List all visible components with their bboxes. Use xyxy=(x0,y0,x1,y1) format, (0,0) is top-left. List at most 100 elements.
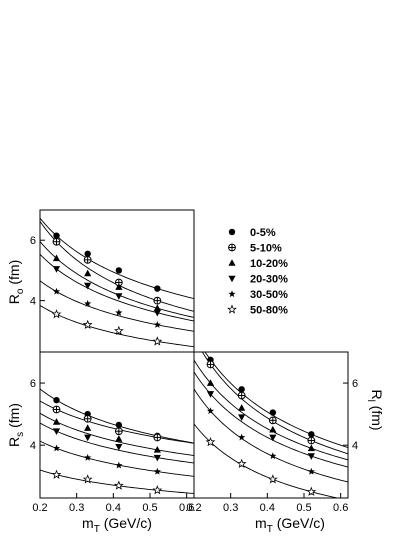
y-tick-label: 6 xyxy=(30,235,36,247)
rs-point-1-1 xyxy=(83,414,92,423)
rl-point-2-1 xyxy=(238,404,246,411)
x-tick-label: 0.6 xyxy=(333,502,348,514)
ro-point-1-1 xyxy=(83,255,92,264)
ro-point-0-2 xyxy=(115,267,123,274)
rs-point-4-1 xyxy=(84,453,92,461)
ro-fit-curve-4 xyxy=(40,280,194,332)
x-tick-label: 0.2 xyxy=(32,502,47,514)
rl-point-3-0 xyxy=(206,391,215,398)
legend-label: 50-80% xyxy=(250,305,288,317)
panel-ro: 46 Ro (fm) xyxy=(6,209,195,353)
ro-y-ticks: 46 xyxy=(30,235,45,308)
rl-point-3-3 xyxy=(307,453,315,460)
x-tick-label: 0.5 xyxy=(296,502,311,514)
ro-y-axis-label: Ro (fm) xyxy=(6,260,26,304)
panel-rs: 46 0.2 0.3 0.4 0.5 0.6 Rs (fm) mT (GeV/c) xyxy=(6,351,195,535)
ro-point-2-0 xyxy=(52,254,61,262)
y-tick-label: 6 xyxy=(30,378,36,390)
ro-point-2-1 xyxy=(84,269,92,277)
y-tick-label: 6 xyxy=(352,378,358,390)
rl-x-ticks: 0.2 0.3 0.4 0.5 0.6 xyxy=(186,493,348,514)
rl-point-4-0 xyxy=(206,407,215,415)
ro-point-3-1 xyxy=(84,282,92,290)
legend-marker-1 xyxy=(228,243,236,252)
rs-point-2-1 xyxy=(84,424,92,431)
rl-point-4-2 xyxy=(269,452,277,460)
ro-point-1-0 xyxy=(52,237,61,246)
rl-point-1-0 xyxy=(206,360,215,369)
legend-label: 5-10% xyxy=(250,243,282,255)
x-tick-label: 0.5 xyxy=(142,502,157,514)
ro-point-0-3 xyxy=(154,285,161,292)
rs-point-5-2 xyxy=(113,480,124,490)
legend-label: 30-50% xyxy=(250,289,288,301)
ro-point-4-3 xyxy=(153,321,161,328)
rl-point-3-1 xyxy=(238,414,246,422)
ro-point-4-0 xyxy=(52,287,61,295)
ro-point-5-3 xyxy=(152,336,163,346)
ro-data-markers xyxy=(51,232,163,346)
rl-y-ticks: 46 xyxy=(343,378,358,452)
rs-point-1-0 xyxy=(52,405,61,414)
ro-fit-curve-0 xyxy=(40,217,194,300)
rs-data-markers xyxy=(51,396,163,495)
ro-point-3-3 xyxy=(153,309,161,317)
legend-label: 0-5% xyxy=(250,227,276,239)
rl-point-1-2 xyxy=(268,416,277,425)
rs-point-3-0 xyxy=(52,428,61,436)
rs-point-2-2 xyxy=(115,435,123,442)
x-tick-label: 0.3 xyxy=(223,502,238,514)
ro-fit-curve-5 xyxy=(40,305,194,348)
rs-point-1-3 xyxy=(153,433,162,442)
rl-data-markers xyxy=(205,356,317,496)
rl-point-5-3 xyxy=(306,486,317,496)
rs-x-axis-label: mT (GeV/c) xyxy=(82,515,152,535)
rl-point-2-3 xyxy=(307,444,315,452)
rl-x-axis-label: mT (GeV/c) xyxy=(255,515,325,535)
rs-point-5-0 xyxy=(51,469,62,479)
x-tick-label: 0.6 xyxy=(179,502,194,514)
legend-label: 20-30% xyxy=(250,274,288,286)
rl-point-3-2 xyxy=(269,434,277,442)
rs-point-4-2 xyxy=(115,461,123,469)
legend-marker-0 xyxy=(228,228,236,236)
rs-point-3-1 xyxy=(84,434,92,442)
rl-point-1-1 xyxy=(237,391,246,400)
ro-point-2-3 xyxy=(153,304,161,311)
rl-point-4-3 xyxy=(307,467,315,475)
ro-point-4-1 xyxy=(84,299,92,307)
ro-fit-curves xyxy=(40,217,194,348)
rs-point-5-1 xyxy=(82,474,93,484)
rl-point-2-2 xyxy=(269,425,277,433)
rl-point-0-1 xyxy=(238,386,245,393)
rl-y-axis-label: Rl (fm) xyxy=(365,389,385,430)
legend-label: 10-20% xyxy=(250,258,288,270)
ro-fit-curve-3 xyxy=(40,254,194,322)
ro-point-1-3 xyxy=(153,296,162,305)
rs-point-5-3 xyxy=(152,485,163,495)
rl-point-2-0 xyxy=(206,379,215,386)
ro-point-0-0 xyxy=(53,232,60,239)
ro-point-3-0 xyxy=(52,266,61,273)
legend-marker-4 xyxy=(228,290,236,298)
legend-marker-2 xyxy=(228,259,236,266)
ro-point-5-2 xyxy=(113,325,124,336)
rs-point-2-0 xyxy=(52,418,61,425)
rl-point-0-3 xyxy=(308,431,315,438)
rl-point-5-1 xyxy=(236,458,247,468)
panel-rl-frame xyxy=(193,351,349,499)
legend: 0-5% 5-10% 10-20% 20-30% 30-50% 50-80% xyxy=(227,227,288,317)
y-tick-label: 4 xyxy=(352,440,358,452)
rs-point-4-3 xyxy=(153,467,161,475)
y-tick-label: 4 xyxy=(30,440,36,452)
ro-point-2-2 xyxy=(115,283,123,290)
y-tick-label: 4 xyxy=(30,296,36,308)
rs-point-0-2 xyxy=(115,421,123,429)
rs-point-3-3 xyxy=(153,454,161,462)
rs-y-axis-label: Rs (fm) xyxy=(6,403,26,447)
rl-point-0-2 xyxy=(269,409,277,416)
legend-marker-5 xyxy=(227,304,237,314)
ro-point-5-1 xyxy=(82,319,93,329)
rl-point-5-0 xyxy=(205,436,216,447)
rs-point-0-0 xyxy=(53,396,60,404)
